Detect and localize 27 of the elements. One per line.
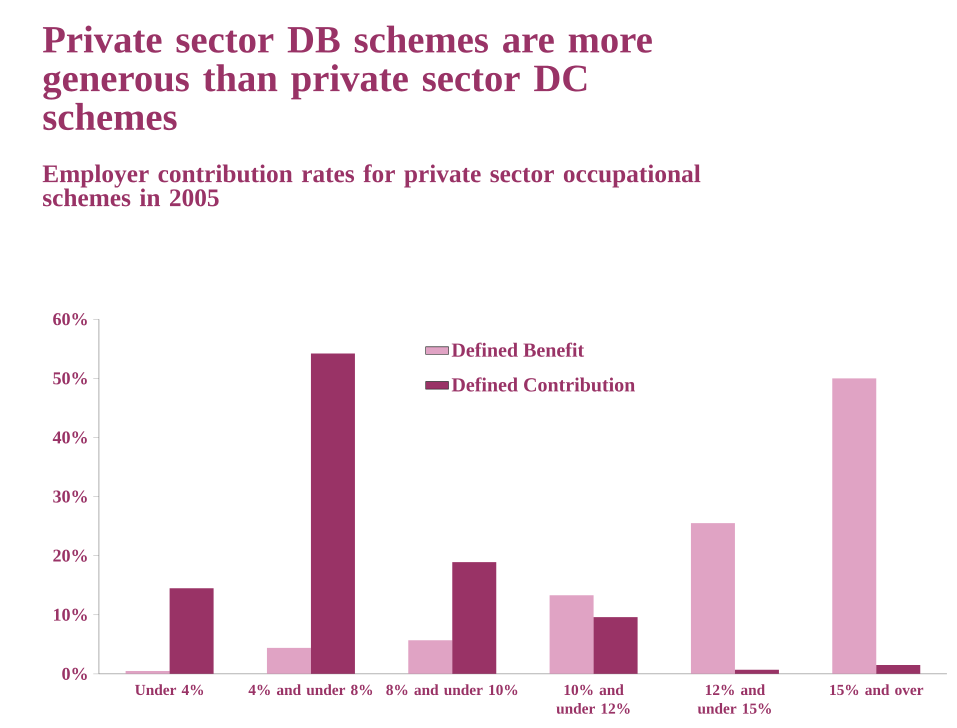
legend-label: Defined Benefit [452,342,584,357]
x-tick-label: 8% and under 10% [386,684,518,696]
x-tick-label: Under 4% [135,684,204,696]
bar [690,523,735,674]
bar [266,648,311,674]
chart-subtitle: Employer contribution rates for private sector occupational schemes in 2005 [42,164,700,206]
y-tick-label: 0% [62,668,87,680]
y-tick-label: 10% [54,608,87,621]
bar [594,617,638,674]
y-tick-label: 30% [53,490,87,503]
bar [310,354,355,674]
y-tick-label: 40% [52,431,87,444]
bar [832,378,876,674]
chart-title: Private sector DB schemes are more generous than private sector DC schemes [42,26,652,130]
bar [876,665,920,674]
x-tick-label: 10% and under 12% [556,684,630,714]
bar [170,588,214,674]
x-tick-label: 15% and over [830,684,924,696]
x-tick-label: 12% and under 15% [698,684,771,714]
legend-label: Defined Contribution [452,377,635,392]
bar [408,640,452,674]
x-tick-label: 4% and under 8% [248,684,372,696]
y-tick-label: 20% [53,550,87,562]
y-tick-label: 50% [53,372,87,384]
bar [550,595,594,674]
y-tick-label: 60% [53,313,87,326]
bar [452,562,496,674]
